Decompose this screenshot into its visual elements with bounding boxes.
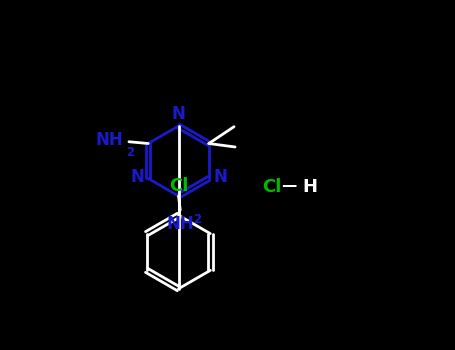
Text: NH: NH (167, 215, 194, 233)
Text: N: N (172, 105, 186, 123)
Text: N: N (130, 168, 144, 186)
Text: 2: 2 (126, 146, 134, 159)
Text: N: N (213, 168, 227, 186)
Text: Cl: Cl (169, 177, 188, 195)
Text: Cl: Cl (263, 178, 282, 196)
Text: —: — (281, 178, 297, 193)
Text: 2: 2 (193, 214, 202, 226)
Text: NH: NH (96, 131, 124, 149)
Text: H: H (303, 178, 318, 196)
